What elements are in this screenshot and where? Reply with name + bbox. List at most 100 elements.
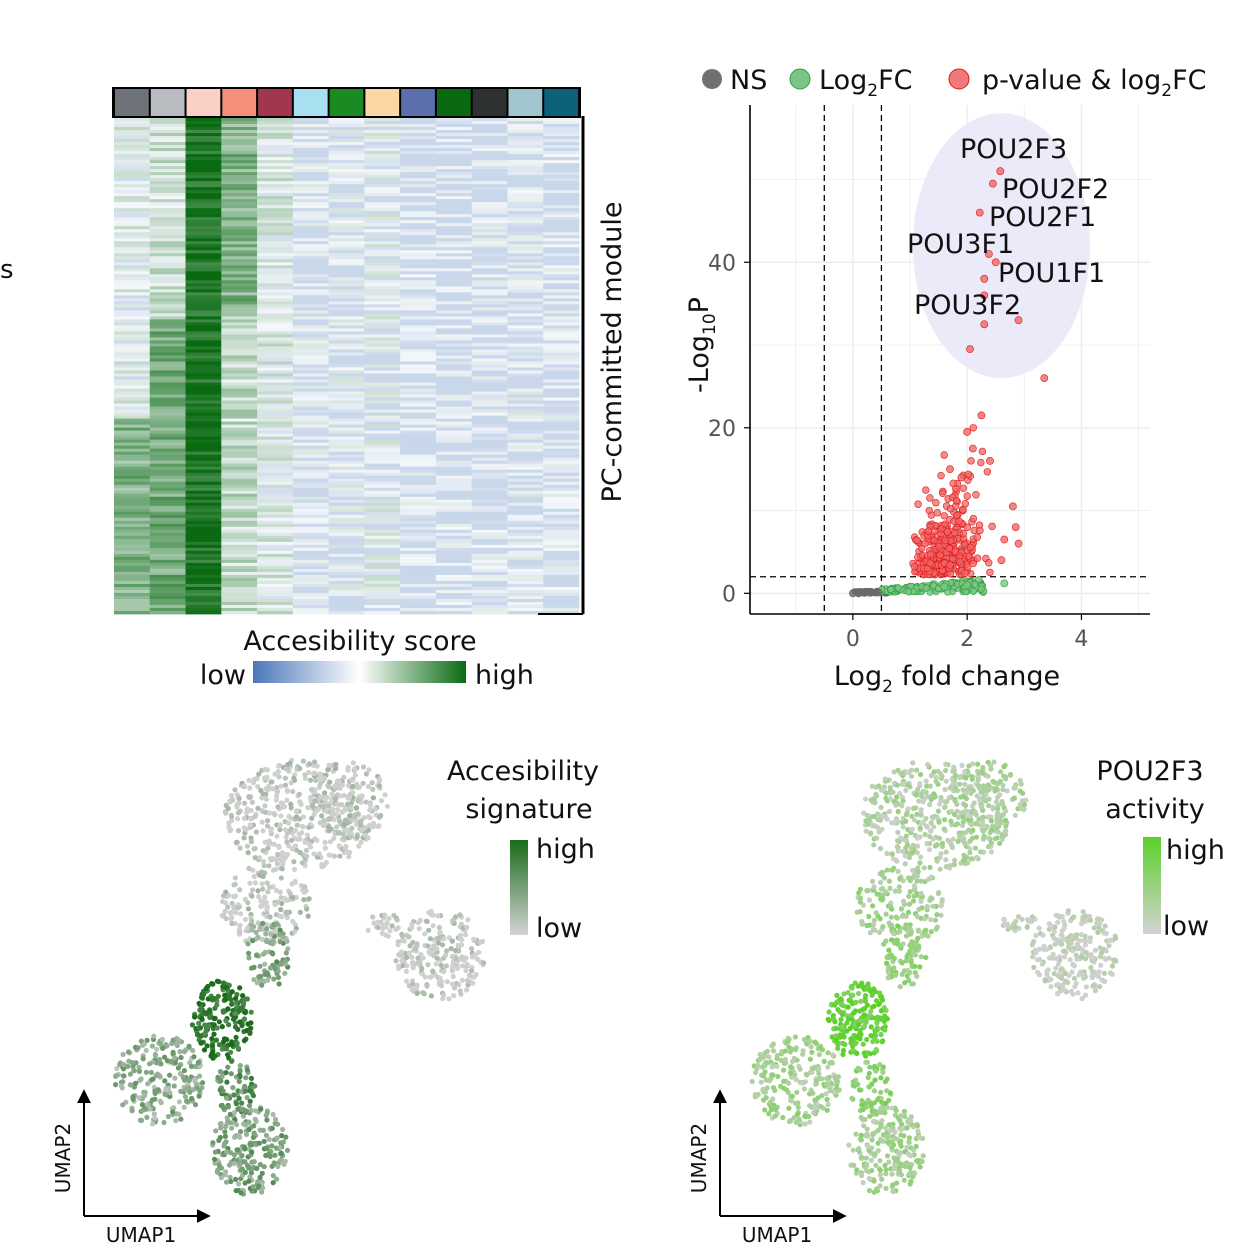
heatmap-cell — [471, 589, 508, 594]
umap-cell — [121, 1062, 127, 1068]
heatmap-cell — [149, 163, 186, 167]
heatmap-cell — [257, 145, 294, 149]
heatmap-cell — [543, 238, 580, 242]
heatmap-cell — [328, 217, 365, 221]
heatmap-cell — [364, 166, 401, 170]
heatmap-cell — [149, 127, 186, 131]
umap-cell — [231, 1092, 237, 1098]
heatmap-cell — [435, 541, 473, 546]
umap-cell — [271, 867, 277, 873]
heatmap-cell — [543, 196, 580, 200]
heatmap-cell — [364, 202, 401, 206]
umap-cell — [211, 1015, 217, 1022]
umap-cell — [129, 1108, 135, 1114]
heatmap-cell — [364, 298, 401, 302]
umap-cell — [370, 786, 376, 792]
umap-cell — [120, 1073, 127, 1079]
heatmap-cell — [257, 592, 294, 597]
heatmap-cell — [400, 505, 437, 510]
heatmap-cell — [149, 268, 186, 272]
umap-cell — [181, 1068, 187, 1074]
pvalue-point — [946, 570, 955, 578]
heatmap-cell — [257, 595, 294, 600]
heatmap-cell — [543, 490, 580, 495]
heatmap-cell — [507, 127, 544, 131]
heatmap-cell — [185, 163, 222, 167]
heatmap-cell — [364, 268, 401, 272]
umap-cell — [334, 824, 340, 830]
umap-cell — [196, 1073, 203, 1079]
umap-cell — [929, 814, 935, 820]
heatmap-cell — [543, 475, 580, 480]
umap-cell — [234, 1040, 240, 1046]
heatmap-cell — [400, 205, 437, 209]
heatmap-cell — [543, 286, 580, 290]
umap-cell — [284, 766, 290, 772]
umap-cell — [331, 817, 337, 823]
heatmap-cell — [543, 535, 580, 540]
heatmap-cell — [185, 259, 222, 263]
heatmap-cell — [507, 439, 544, 444]
heatmap-cell — [149, 271, 186, 275]
heatmap-cell — [257, 148, 294, 152]
heatmap-cell — [471, 598, 508, 603]
heatmap-cell — [328, 139, 365, 143]
heatmap-cell — [471, 595, 508, 600]
umap-cell — [386, 915, 392, 921]
heatmap-cell — [400, 196, 437, 200]
heatmap-cell — [149, 433, 186, 438]
heatmap-cell — [114, 475, 151, 480]
umap-cell — [217, 1121, 223, 1127]
heatmap-cell — [149, 553, 186, 558]
umap-cell — [439, 942, 446, 948]
heatmap-cell — [435, 445, 473, 450]
umap-cell — [291, 866, 298, 873]
heatmap-cell — [114, 556, 151, 561]
heatmap-cell — [185, 496, 222, 501]
heatmap-cell — [185, 439, 222, 444]
heatmap-cell — [435, 283, 473, 287]
heatmap-cell — [507, 571, 544, 576]
heatmap-cell — [435, 439, 473, 444]
heatmap-cell — [221, 529, 258, 534]
heatmap-cell — [471, 208, 508, 212]
heatmap-cell — [257, 442, 294, 447]
heatmap-cell — [507, 253, 544, 257]
heatmap-cell — [114, 457, 151, 462]
umap-cell — [251, 976, 257, 983]
umap-cell — [145, 1081, 151, 1087]
heatmap-cell — [400, 235, 437, 239]
heatmap-cell — [364, 556, 401, 561]
heatmap-cell — [292, 190, 330, 194]
heatmap-cell — [543, 607, 580, 612]
umap-cell — [333, 761, 339, 768]
heatmap-cell — [471, 535, 508, 540]
umap-cell — [305, 769, 312, 776]
umap-cell — [874, 824, 881, 830]
heatmap-cell — [328, 376, 365, 380]
umap-cell — [876, 829, 882, 835]
heatmap-cell — [543, 379, 580, 383]
heatmap-cell — [257, 448, 294, 453]
umap-cell — [358, 822, 364, 828]
pvalue-point — [951, 547, 960, 556]
umap-cell — [356, 784, 363, 790]
umap-cell — [884, 816, 890, 822]
heatmap-cell — [328, 511, 365, 516]
heatmap-cell — [543, 400, 580, 404]
heatmap-cell — [328, 286, 365, 290]
umap-cell — [233, 1101, 239, 1107]
umap-cell — [334, 801, 340, 807]
heatmap-cell — [364, 373, 401, 377]
heatmap-cell — [257, 253, 294, 257]
heatmap-cell — [435, 391, 473, 395]
umap-cell — [280, 1139, 287, 1145]
heatmap-cell — [543, 451, 580, 456]
umap-cell — [900, 824, 906, 830]
heatmap-cell — [400, 496, 437, 501]
heatmap-cell — [328, 517, 365, 522]
heatmap-cell — [328, 553, 365, 558]
heatmap-cell — [221, 262, 258, 266]
heatmap-cell — [257, 397, 294, 401]
umap-cell — [942, 804, 948, 810]
